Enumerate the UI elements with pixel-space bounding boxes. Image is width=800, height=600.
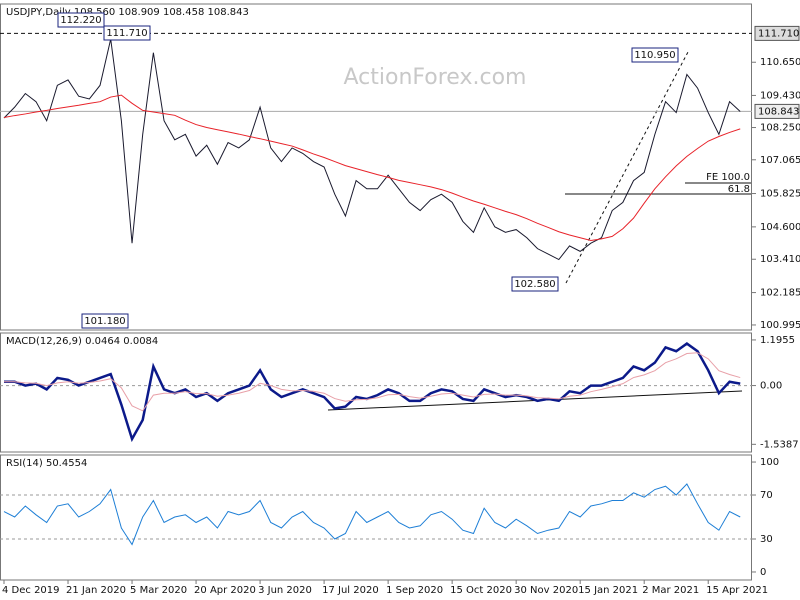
- y-tick-label: 0.00: [760, 381, 782, 392]
- x-tick-label: 15 Apr 2021: [706, 585, 768, 596]
- panel-frame: [0, 332, 752, 453]
- series-line: [3, 483, 741, 546]
- annotation: 101.180: [84, 316, 125, 327]
- x-tick-label: 2 Mar 2021: [642, 585, 699, 596]
- annotation-box: [57, 12, 105, 28]
- annotation: 111.710: [106, 28, 147, 39]
- series-line: [3, 38, 741, 261]
- x-tick-label: 21 Jan 2020: [66, 585, 126, 596]
- x-tick-label: 1 Sep 2020: [386, 585, 443, 596]
- price-label: 108.843: [758, 106, 799, 117]
- price-label-box: [754, 103, 800, 119]
- x-tick-label: 3 Jun 2020: [258, 585, 312, 596]
- annotation-box: [103, 25, 151, 41]
- series-line: [3, 94, 741, 241]
- panel-title: RSI(14) 50.4554: [6, 458, 87, 469]
- y-tick-label: 108.250: [760, 123, 800, 134]
- series-line: [4, 342, 741, 443]
- y-tick-label: 70: [760, 490, 773, 501]
- panel-title: MACD(12,26,9) 0.0464 0.0084: [6, 336, 158, 347]
- price-label-box: [754, 25, 800, 41]
- x-tick-label: 20 Apr 2020: [194, 585, 256, 596]
- x-tick-label: 15 Jan 2021: [578, 585, 638, 596]
- annotation: 110.950: [634, 50, 675, 61]
- panel-title: USDJPY,Daily 108.560 108.909 108.458 108…: [6, 7, 249, 18]
- panel-frame: [0, 3, 752, 331]
- y-tick-label: 103.410: [760, 254, 800, 265]
- y-tick-label: 110.650: [760, 57, 800, 68]
- series-line: [4, 352, 741, 412]
- y-tick-label: 100: [760, 457, 779, 468]
- annotation-box: [511, 276, 559, 292]
- y-tick-label: 100.995: [760, 320, 800, 331]
- y-tick-label: -1.5387: [760, 439, 799, 450]
- y-tick-label: 104.600: [760, 222, 800, 233]
- y-tick-label: 107.065: [760, 155, 800, 166]
- x-tick-label: 17 Jul 2020: [322, 585, 379, 596]
- y-tick-label: 1.1955: [760, 335, 795, 346]
- watermark: ActionForex.com: [344, 65, 527, 90]
- fib-line: [565, 51, 689, 284]
- y-tick-label: 0: [760, 567, 766, 578]
- x-tick-label: 15 Oct 2020: [450, 585, 512, 596]
- annotation: FE 100.0: [706, 172, 750, 183]
- x-tick-label: 4 Dec 2019: [2, 585, 60, 596]
- panel-frame: [0, 454, 752, 581]
- x-tick-label: 30 Nov 2020: [514, 585, 578, 596]
- annotation: 61.8: [728, 184, 750, 195]
- y-tick-label: 102.185: [760, 288, 800, 299]
- annotation: 102.580: [514, 279, 555, 290]
- y-tick-label: 30: [760, 534, 773, 545]
- price-label: 111.710: [758, 28, 799, 39]
- annotation-box: [631, 47, 679, 63]
- annotation-box: [81, 313, 129, 329]
- x-tick-label: 5 Mar 2020: [130, 585, 187, 596]
- y-tick-label: 105.825: [760, 189, 800, 200]
- y-tick-label: 109.430: [760, 90, 800, 101]
- annotation: 112.220: [60, 15, 101, 26]
